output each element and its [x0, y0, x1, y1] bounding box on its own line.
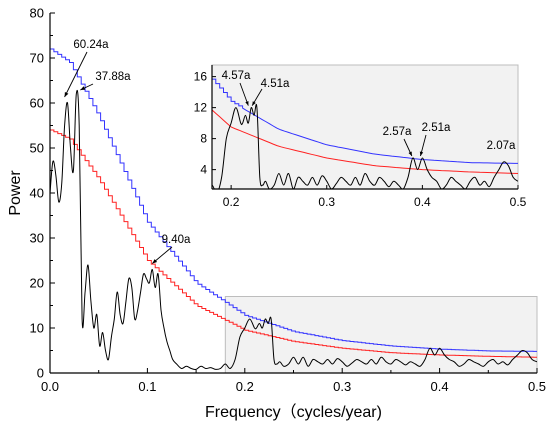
- peak-arrowhead: [152, 259, 158, 264]
- main-series-group: [50, 48, 537, 370]
- inset-upper-confidence-line: [212, 78, 518, 164]
- highlight-region-box: [224, 296, 538, 374]
- inset-peak-arrowhead: [419, 151, 424, 156]
- inset-peak-label: 4.51a: [261, 78, 290, 90]
- power-spectrum-line: [50, 89, 537, 370]
- inset-x-tick-label: 0.3: [318, 195, 335, 209]
- peak-label: 9.40a: [162, 234, 191, 246]
- inset-x-tick-label: 0.5: [510, 195, 527, 209]
- x-tick-label: 0.5: [528, 379, 546, 394]
- y-tick-label: 70: [30, 51, 44, 66]
- main-plot: 0 10 20 30 40 50 60 70 80 0.0 0.1 0.2 0.3 0.4 0.5 Frequ…: [7, 6, 546, 422]
- y-tick-label: 50: [30, 141, 44, 156]
- x-axis-title: Frequency（cycles/year): [205, 403, 382, 421]
- inset-power-spectrum-line: [212, 103, 518, 189]
- y-axis-title: Power: [7, 170, 24, 216]
- inset-peak-arrowhead: [252, 101, 256, 106]
- x-tick-label: 0.1: [138, 379, 156, 394]
- peak-arrowhead: [64, 92, 69, 97]
- inset-peak-label: 2.51a: [422, 122, 451, 134]
- inset-background: [211, 64, 519, 190]
- inset-x-tick-label: 0.4: [414, 195, 431, 209]
- inset-peak-label: 4.57a: [222, 70, 251, 82]
- inset-y-tick-label: 4: [200, 163, 207, 177]
- inset-peak-arrowhead: [245, 101, 249, 106]
- y-tick-label: 10: [30, 321, 44, 336]
- x-tick-label: 0.3: [333, 379, 351, 394]
- inset-x-tick-label: 0.2: [223, 195, 240, 209]
- peak-label: 60.24a: [73, 39, 109, 51]
- peak-label: 37.88a: [95, 71, 131, 83]
- inset-peak-label: 2.57a: [383, 126, 412, 138]
- x-tick-label: 0.2: [236, 379, 254, 394]
- y-tick-label: 20: [30, 276, 44, 291]
- y-tick-label: 80: [30, 6, 44, 21]
- upper-confidence-line: [50, 48, 537, 352]
- y-tick-label: 40: [30, 186, 44, 201]
- y-tick-label: 30: [30, 231, 44, 246]
- inset-y-tick-label: 12: [194, 101, 208, 115]
- inset-peak-label: 2.07a: [487, 140, 516, 152]
- inset-y-tick-label: 8: [200, 132, 207, 146]
- peak-arrow: [64, 51, 88, 98]
- lower-confidence-line: [50, 129, 537, 358]
- inset-y-tick-label: 16: [194, 70, 208, 84]
- x-tick-label: 0.0: [41, 379, 59, 394]
- y-tick-label: 60: [30, 96, 44, 111]
- inset-series-group: [212, 78, 518, 189]
- inset-lower-confidence-line: [212, 109, 518, 174]
- peak-arrowhead: [80, 86, 86, 90]
- y-tick-label: 0: [37, 366, 44, 381]
- x-tick-label: 0.4: [431, 379, 449, 394]
- inset-plot: 4 8 12 16 0.2 0.3 0.4 0.5 4.57a 4.51a 2.57a 2.51a 2.…: [194, 64, 527, 209]
- inset-peak-arrowhead: [408, 151, 412, 156]
